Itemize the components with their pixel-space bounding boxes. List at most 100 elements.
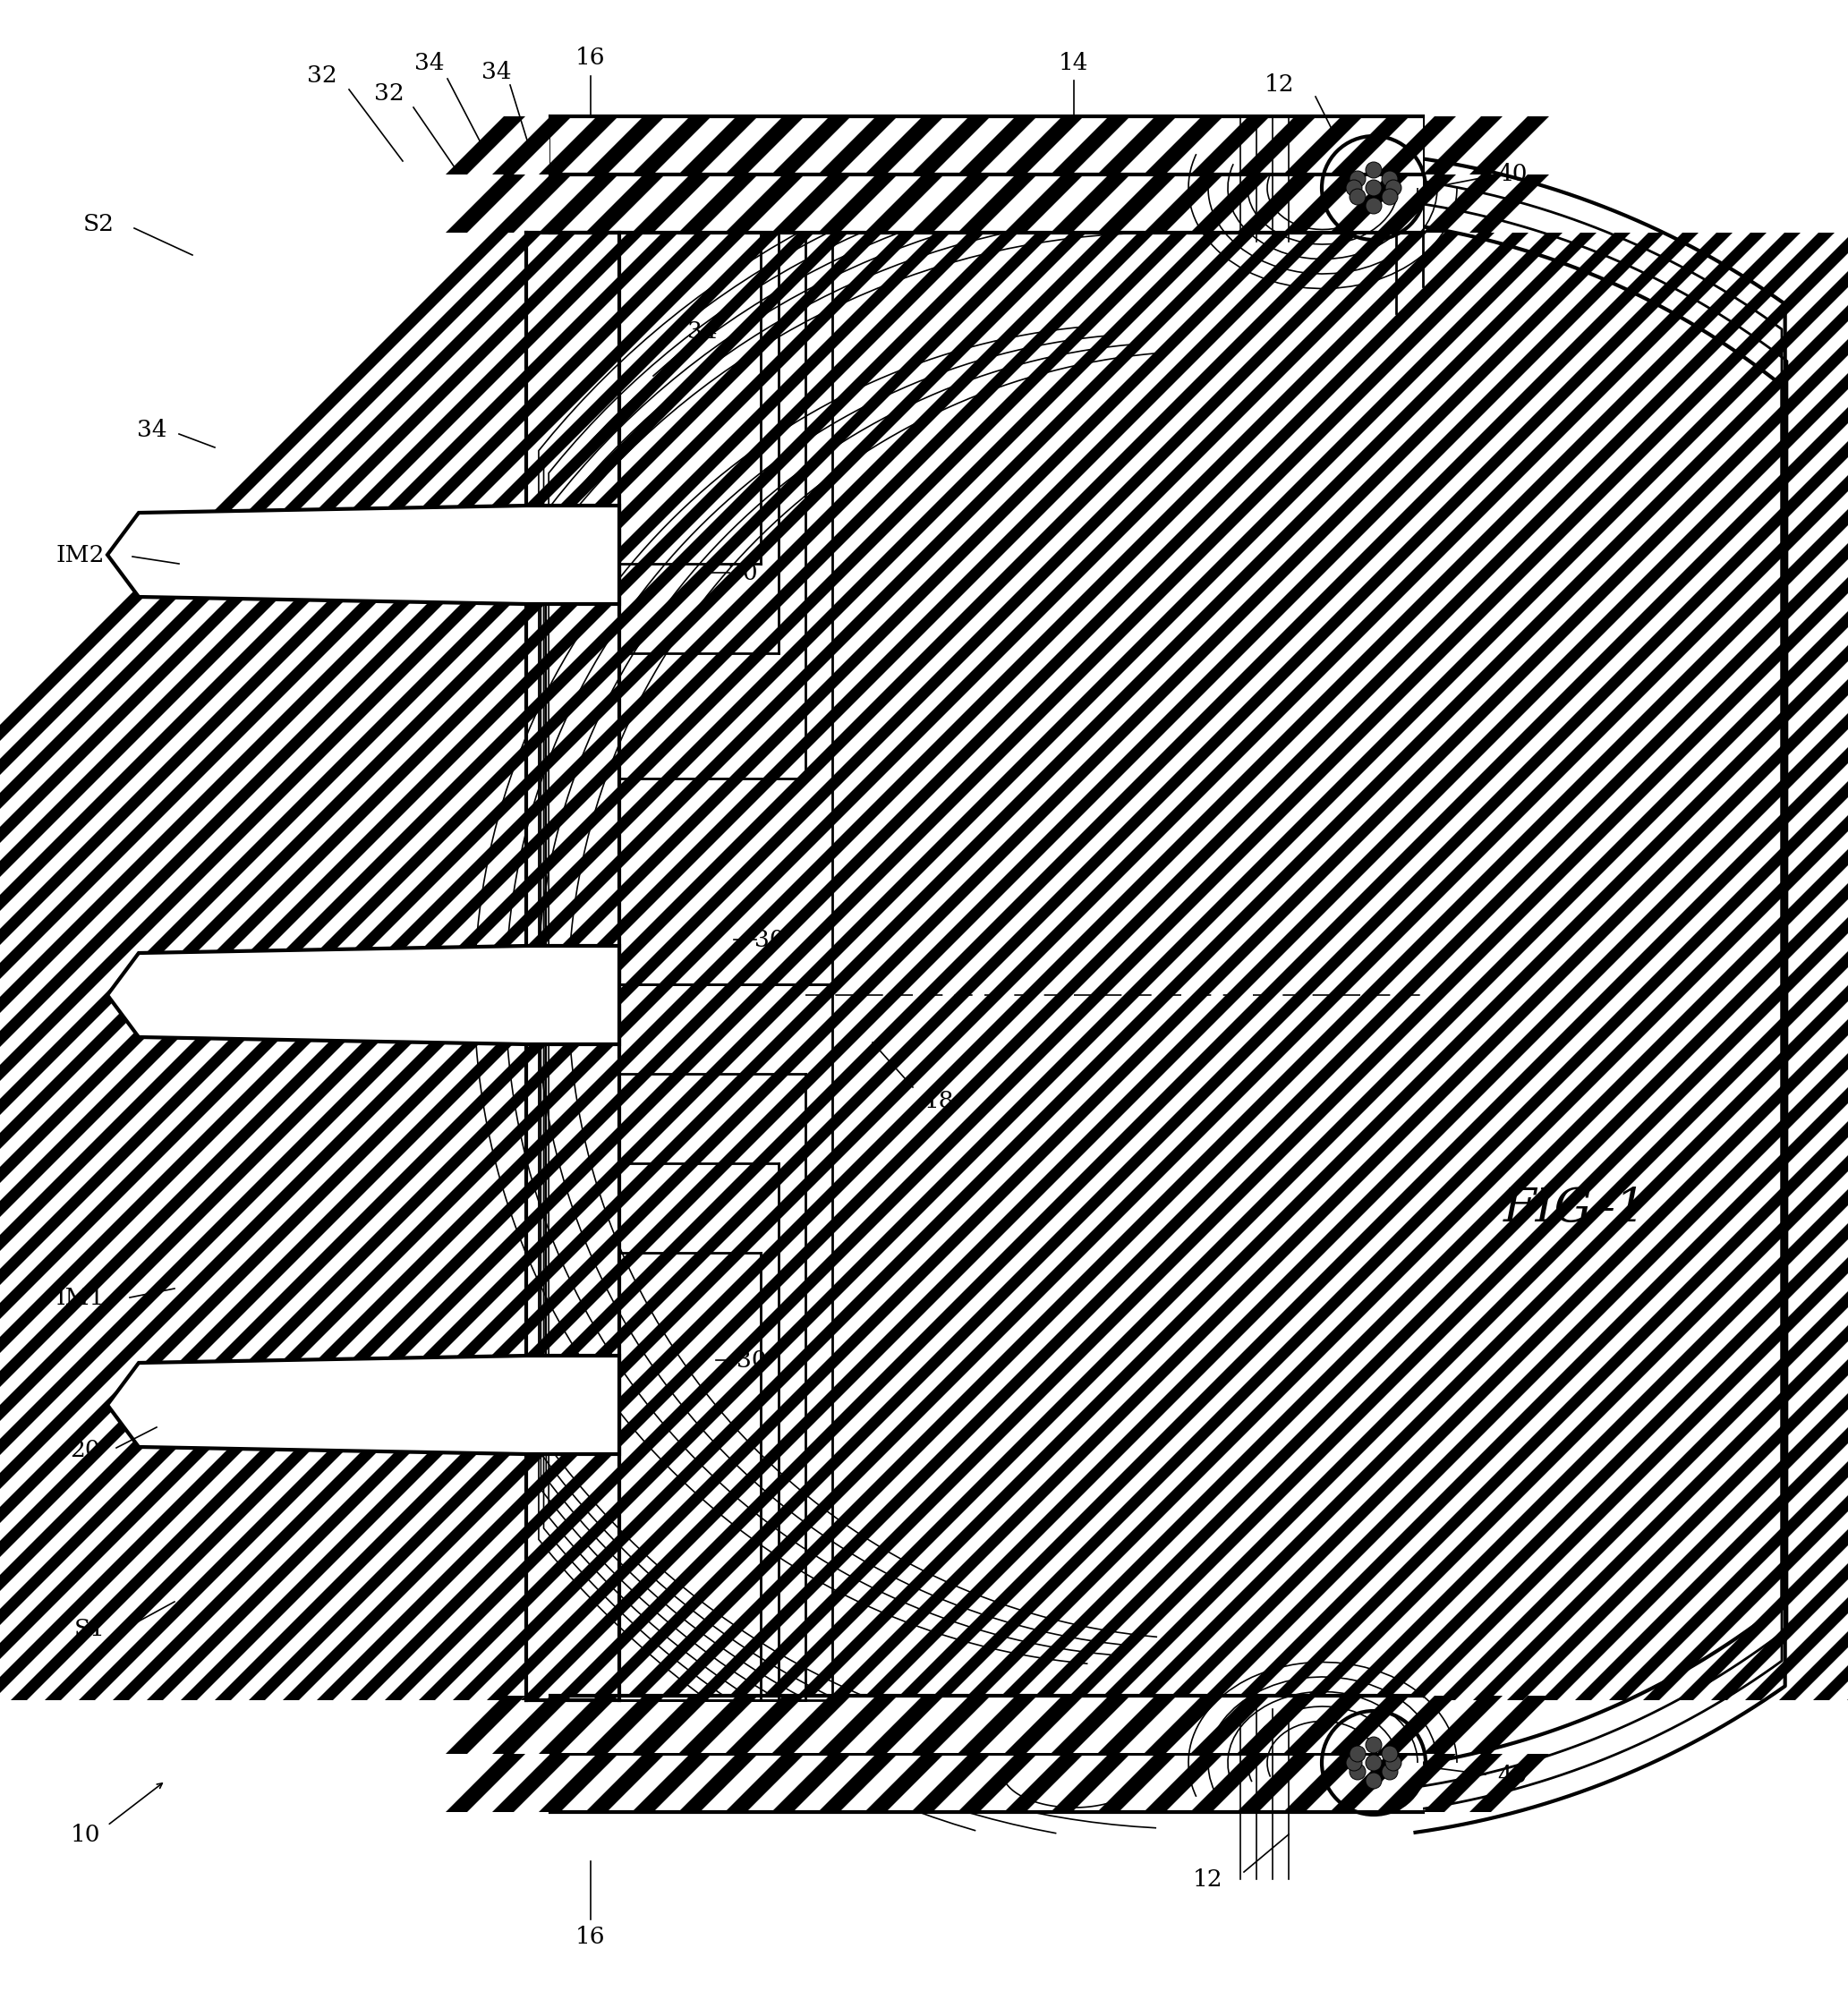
- Polygon shape: [1377, 1754, 1456, 1812]
- Polygon shape: [492, 1754, 571, 1812]
- Polygon shape: [0, 233, 541, 1700]
- Text: 34: 34: [414, 52, 445, 74]
- Polygon shape: [623, 233, 1848, 1700]
- Polygon shape: [894, 233, 1848, 1700]
- Text: 40: 40: [1497, 1766, 1528, 1788]
- Polygon shape: [0, 233, 1155, 1700]
- Polygon shape: [590, 233, 1848, 1700]
- Polygon shape: [911, 1754, 991, 1812]
- Polygon shape: [107, 506, 619, 603]
- Circle shape: [1366, 1754, 1382, 1770]
- Polygon shape: [1423, 115, 1502, 175]
- Polygon shape: [1236, 115, 1316, 175]
- Polygon shape: [586, 1754, 665, 1812]
- Polygon shape: [632, 175, 711, 233]
- Polygon shape: [1331, 115, 1410, 175]
- Polygon shape: [760, 233, 1848, 1700]
- Polygon shape: [551, 1696, 1423, 1754]
- Polygon shape: [44, 233, 1528, 1700]
- Text: S2: S2: [83, 213, 115, 235]
- Polygon shape: [865, 115, 944, 175]
- Circle shape: [1349, 189, 1366, 205]
- Polygon shape: [1780, 233, 1848, 1700]
- Polygon shape: [1423, 1696, 1502, 1754]
- Polygon shape: [283, 233, 1767, 1700]
- Text: 30: 30: [728, 561, 758, 583]
- Polygon shape: [724, 175, 804, 233]
- Polygon shape: [1201, 233, 1848, 1700]
- Polygon shape: [656, 233, 1848, 1700]
- Polygon shape: [551, 1754, 1423, 1812]
- Polygon shape: [1144, 175, 1223, 233]
- Polygon shape: [865, 1754, 944, 1812]
- Polygon shape: [0, 233, 917, 1700]
- Polygon shape: [1190, 1696, 1270, 1754]
- Polygon shape: [1003, 175, 1083, 233]
- Polygon shape: [214, 233, 1698, 1700]
- Polygon shape: [551, 175, 1423, 233]
- Polygon shape: [1678, 233, 1848, 1700]
- Polygon shape: [678, 1696, 758, 1754]
- Polygon shape: [540, 115, 619, 175]
- Text: 16: 16: [577, 48, 606, 70]
- Circle shape: [1366, 197, 1382, 213]
- Circle shape: [1345, 179, 1362, 195]
- Polygon shape: [113, 233, 1597, 1700]
- Polygon shape: [0, 233, 1018, 1700]
- Polygon shape: [678, 175, 758, 233]
- Polygon shape: [1052, 1696, 1131, 1754]
- Circle shape: [1382, 171, 1397, 187]
- Polygon shape: [0, 233, 985, 1700]
- Polygon shape: [0, 233, 848, 1700]
- Polygon shape: [957, 1754, 1037, 1812]
- Polygon shape: [527, 233, 619, 1700]
- Polygon shape: [181, 233, 1665, 1700]
- Polygon shape: [826, 233, 1848, 1700]
- Polygon shape: [819, 1754, 898, 1812]
- Polygon shape: [1166, 233, 1848, 1700]
- Polygon shape: [819, 175, 898, 233]
- Polygon shape: [384, 233, 1848, 1700]
- Polygon shape: [1541, 233, 1848, 1700]
- Polygon shape: [1052, 1754, 1131, 1812]
- Polygon shape: [1303, 233, 1848, 1700]
- Polygon shape: [551, 115, 1423, 175]
- Polygon shape: [1144, 1696, 1223, 1754]
- Polygon shape: [0, 233, 508, 1700]
- Text: S1: S1: [74, 1617, 105, 1641]
- Polygon shape: [861, 233, 1848, 1700]
- Polygon shape: [1098, 1696, 1177, 1754]
- Polygon shape: [1003, 1696, 1083, 1754]
- Polygon shape: [0, 233, 610, 1700]
- Polygon shape: [586, 175, 665, 233]
- Polygon shape: [1003, 1754, 1083, 1812]
- Polygon shape: [1423, 1754, 1502, 1812]
- Text: 14: 14: [1059, 52, 1088, 74]
- Polygon shape: [0, 233, 1120, 1700]
- Polygon shape: [930, 233, 1848, 1700]
- Polygon shape: [1100, 233, 1848, 1700]
- Polygon shape: [1270, 233, 1848, 1700]
- Polygon shape: [0, 233, 1358, 1700]
- Polygon shape: [1234, 233, 1848, 1700]
- Polygon shape: [1052, 175, 1131, 233]
- Polygon shape: [419, 233, 1848, 1700]
- Polygon shape: [963, 233, 1848, 1700]
- Polygon shape: [540, 1754, 619, 1812]
- Polygon shape: [632, 1696, 711, 1754]
- Polygon shape: [1144, 1754, 1223, 1812]
- Polygon shape: [865, 1696, 944, 1754]
- Polygon shape: [0, 233, 645, 1700]
- Polygon shape: [1236, 1754, 1316, 1812]
- Polygon shape: [0, 233, 1290, 1700]
- Polygon shape: [1336, 233, 1848, 1700]
- Polygon shape: [911, 175, 991, 233]
- Polygon shape: [0, 233, 747, 1700]
- Polygon shape: [0, 233, 1052, 1700]
- Circle shape: [1349, 1764, 1366, 1780]
- Polygon shape: [1377, 1696, 1456, 1754]
- Polygon shape: [1064, 233, 1848, 1700]
- Polygon shape: [724, 115, 804, 175]
- Polygon shape: [445, 175, 525, 233]
- Polygon shape: [445, 1696, 525, 1754]
